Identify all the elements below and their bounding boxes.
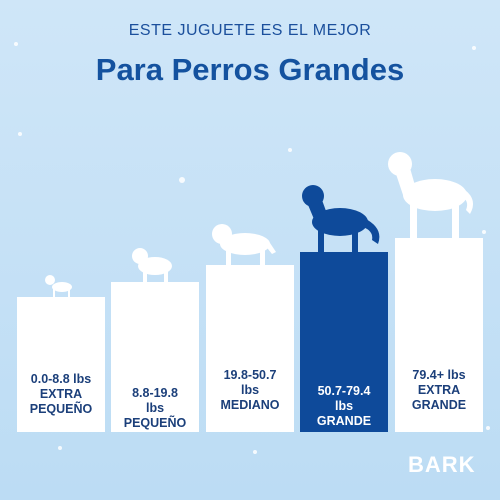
title: Para Perros Grandes bbox=[95, 52, 405, 87]
label-line: 8.8-19.8 bbox=[132, 386, 178, 400]
size-label: 8.8-19.8 lbs PEQUEÑO bbox=[111, 386, 199, 431]
size-label: 19.8-50.7 lbs MEDIANO bbox=[206, 368, 294, 413]
label-line: PEQUEÑO bbox=[123, 416, 187, 430]
brand-logo: BARK bbox=[408, 452, 476, 477]
size-column: 8.8-19.8 lbs PEQUEÑO bbox=[111, 282, 199, 432]
label-line: EXTRA bbox=[39, 387, 83, 401]
label-line: GRANDE bbox=[316, 414, 372, 428]
dog-3 bbox=[212, 224, 276, 265]
label-line: PEQUEÑO bbox=[29, 402, 93, 416]
label-line: 50.7-79.4 bbox=[317, 384, 371, 398]
label-line: 79.4+ lbs bbox=[412, 368, 466, 382]
label-line: GRANDE bbox=[411, 398, 467, 412]
subtitle: ESTE JUGUETE ES EL MEJOR bbox=[128, 22, 372, 39]
label-line: EXTRA bbox=[417, 383, 461, 397]
size-column-highlight: 50.7-79.4 lbs GRANDE bbox=[300, 252, 388, 432]
size-label: 0.0-8.8 lbs EXTRA PEQUEÑO bbox=[17, 372, 105, 417]
dog-5 bbox=[388, 152, 474, 238]
size-column: 79.4+ lbs EXTRA GRANDE bbox=[395, 238, 483, 432]
size-column: 19.8-50.7 lbs MEDIANO bbox=[206, 265, 294, 432]
size-label: 50.7-79.4 lbs GRANDE bbox=[300, 384, 388, 429]
label-line: lbs bbox=[334, 399, 354, 413]
label-line: lbs bbox=[240, 383, 260, 397]
size-label: 79.4+ lbs EXTRA GRANDE bbox=[395, 368, 483, 413]
label-line: lbs bbox=[145, 401, 165, 415]
label-line: MEDIANO bbox=[220, 398, 280, 412]
label-line: 19.8-50.7 bbox=[223, 368, 277, 382]
dog-4 bbox=[302, 185, 380, 252]
label-line: 0.0-8.8 lbs bbox=[30, 372, 92, 386]
dog-1 bbox=[45, 275, 72, 297]
dog-2 bbox=[132, 248, 172, 282]
size-column: 0.0-8.8 lbs EXTRA PEQUEÑO bbox=[17, 297, 105, 432]
